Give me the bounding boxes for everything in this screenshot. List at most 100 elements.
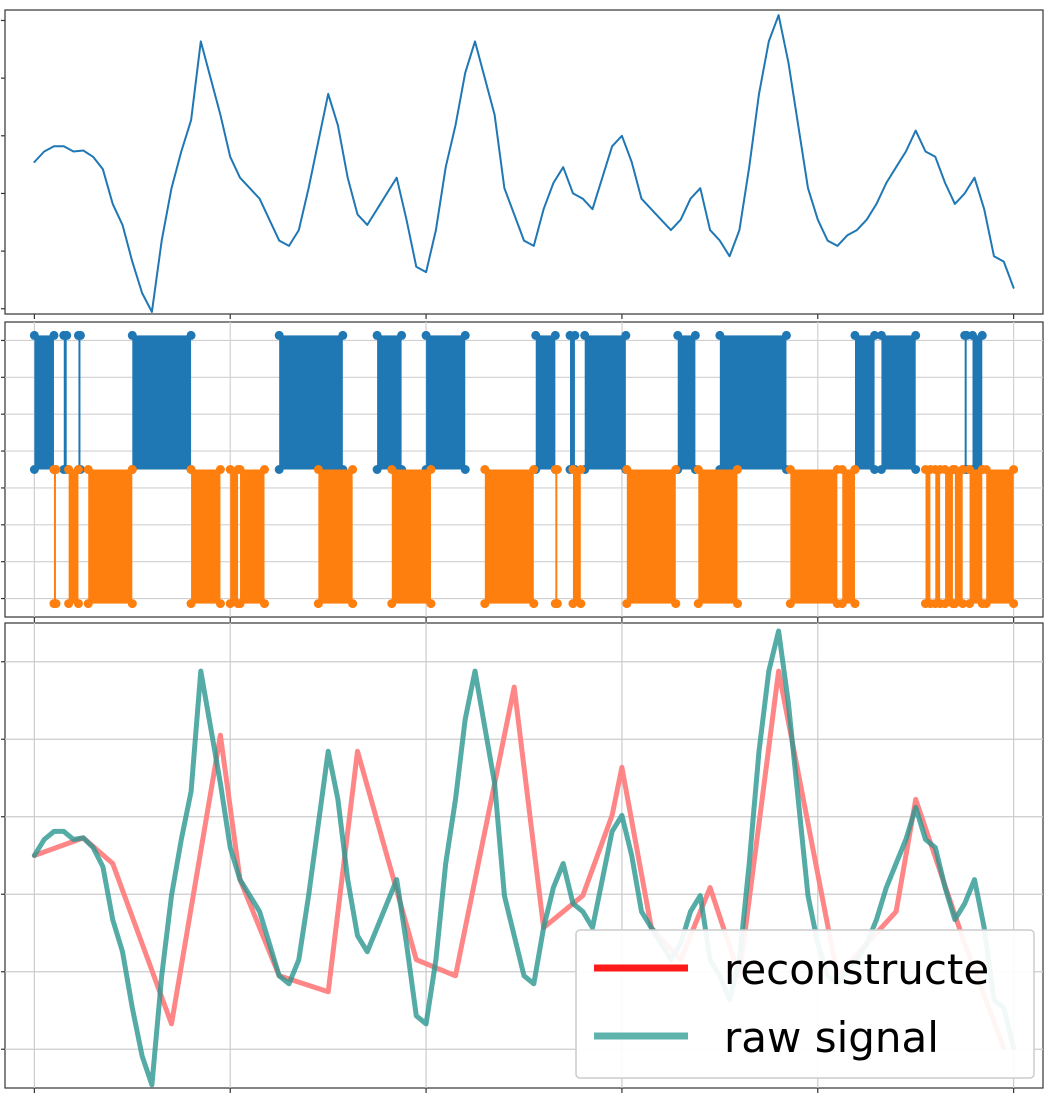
blue-marker xyxy=(580,330,590,340)
blue-stem-block xyxy=(854,335,875,470)
orange-marker xyxy=(958,599,968,609)
orange-baseline-marker xyxy=(622,465,632,474)
orange-stem-block xyxy=(53,469,56,604)
orange-marker xyxy=(965,599,975,609)
blue-stem-block xyxy=(279,335,343,470)
blue-marker xyxy=(621,330,631,340)
blue-marker xyxy=(911,330,921,340)
panel-top-ticks xyxy=(1,19,1015,319)
orange-marker xyxy=(64,599,74,609)
orange-baseline-marker xyxy=(235,465,245,474)
orange-baseline-marker xyxy=(529,465,539,474)
orange-stem-block xyxy=(925,469,931,604)
blue-stem-block xyxy=(570,335,575,470)
blue-stem-block xyxy=(972,335,983,470)
blue-marker xyxy=(967,330,977,340)
blue-marker xyxy=(977,330,987,340)
orange-stem-block xyxy=(555,469,558,604)
orange-marker xyxy=(186,599,196,609)
orange-stem-block xyxy=(986,469,1014,604)
blue-stem-block xyxy=(34,335,54,470)
blue-stem-block xyxy=(132,335,192,470)
blue-marker xyxy=(781,330,791,340)
orange-baseline-marker xyxy=(940,465,950,474)
orange-baseline-marker xyxy=(260,465,269,474)
blue-marker xyxy=(186,330,196,340)
blue-marker xyxy=(850,330,860,340)
orange-baseline-marker xyxy=(83,465,93,474)
orange-baseline-marker xyxy=(1009,465,1019,474)
orange-marker xyxy=(235,599,245,609)
orange-stem-block xyxy=(572,469,581,604)
orange-stem-block xyxy=(935,469,941,604)
orange-marker xyxy=(127,599,137,609)
orange-baseline-marker xyxy=(785,465,795,474)
orange-stem-block xyxy=(626,469,676,604)
orange-marker xyxy=(1009,599,1019,609)
blue-marker xyxy=(274,330,284,340)
blue-stem-block xyxy=(881,335,916,470)
orange-baseline-marker xyxy=(837,465,847,474)
legend-label-reconstructe: reconstructe xyxy=(724,945,989,994)
blue-marker xyxy=(870,330,880,340)
orange-baseline-marker xyxy=(127,465,137,474)
orange-marker xyxy=(215,599,225,609)
orange-stem-block xyxy=(318,469,353,604)
blue-marker xyxy=(397,330,407,340)
blue-baseline-marker xyxy=(29,465,39,474)
orange-baseline-marker xyxy=(693,465,703,474)
orange-baseline-marker xyxy=(387,465,397,474)
orange-marker xyxy=(568,599,578,609)
orange-stem-block xyxy=(240,469,265,604)
orange-marker xyxy=(552,599,562,609)
orange-marker xyxy=(940,599,950,609)
orange-marker xyxy=(426,599,436,609)
orange-baseline-marker xyxy=(850,465,860,474)
orange-baseline-marker xyxy=(671,465,681,474)
orange-baseline-marker xyxy=(64,465,74,474)
orange-baseline-marker xyxy=(73,465,83,474)
orange-marker xyxy=(73,599,83,609)
blue-marker xyxy=(876,330,886,340)
orange-baseline-marker xyxy=(225,465,235,474)
orange-marker xyxy=(51,599,61,609)
orange-stem-block xyxy=(191,469,221,604)
orange-marker xyxy=(576,599,586,609)
blue-marker xyxy=(127,330,137,340)
blue-marker xyxy=(338,330,348,340)
orange-baseline-marker xyxy=(950,465,960,474)
blue-stem-block xyxy=(535,335,556,470)
orange-baseline-marker xyxy=(732,465,742,474)
blue-baseline-marker xyxy=(372,465,382,474)
blue-marker xyxy=(421,330,431,340)
blue-baseline-marker xyxy=(460,465,470,474)
orange-baseline-marker xyxy=(348,465,358,474)
orange-marker xyxy=(313,599,323,609)
blue-marker xyxy=(372,330,382,340)
blue-stem-block xyxy=(377,335,402,470)
orange-stem-block xyxy=(945,469,953,604)
orange-baseline-marker xyxy=(965,465,975,474)
panel-bottom: reconstructe raw signal xyxy=(1,622,1044,1093)
orange-baseline-marker xyxy=(313,465,323,474)
orange-marker xyxy=(950,599,960,609)
orange-stem-block xyxy=(230,469,239,604)
orange-baseline-marker xyxy=(480,465,490,474)
orange-baseline-marker xyxy=(981,465,991,474)
orange-marker xyxy=(529,599,539,609)
blue-stem-block xyxy=(426,335,466,470)
legend-label-raw-signal: raw signal xyxy=(724,1013,939,1062)
blue-marker xyxy=(49,330,59,340)
blue-stem-block xyxy=(584,335,626,470)
blue-marker xyxy=(570,330,580,340)
orange-stem-block xyxy=(68,469,79,604)
orange-stem-block xyxy=(484,469,534,604)
blue-marker xyxy=(460,330,470,340)
orange-baseline-marker xyxy=(576,465,586,474)
blue-baseline-marker xyxy=(274,465,284,474)
blue-stem-block xyxy=(964,335,967,470)
orange-marker xyxy=(671,599,681,609)
blue-baseline-marker xyxy=(911,465,921,474)
orange-marker xyxy=(260,599,269,609)
